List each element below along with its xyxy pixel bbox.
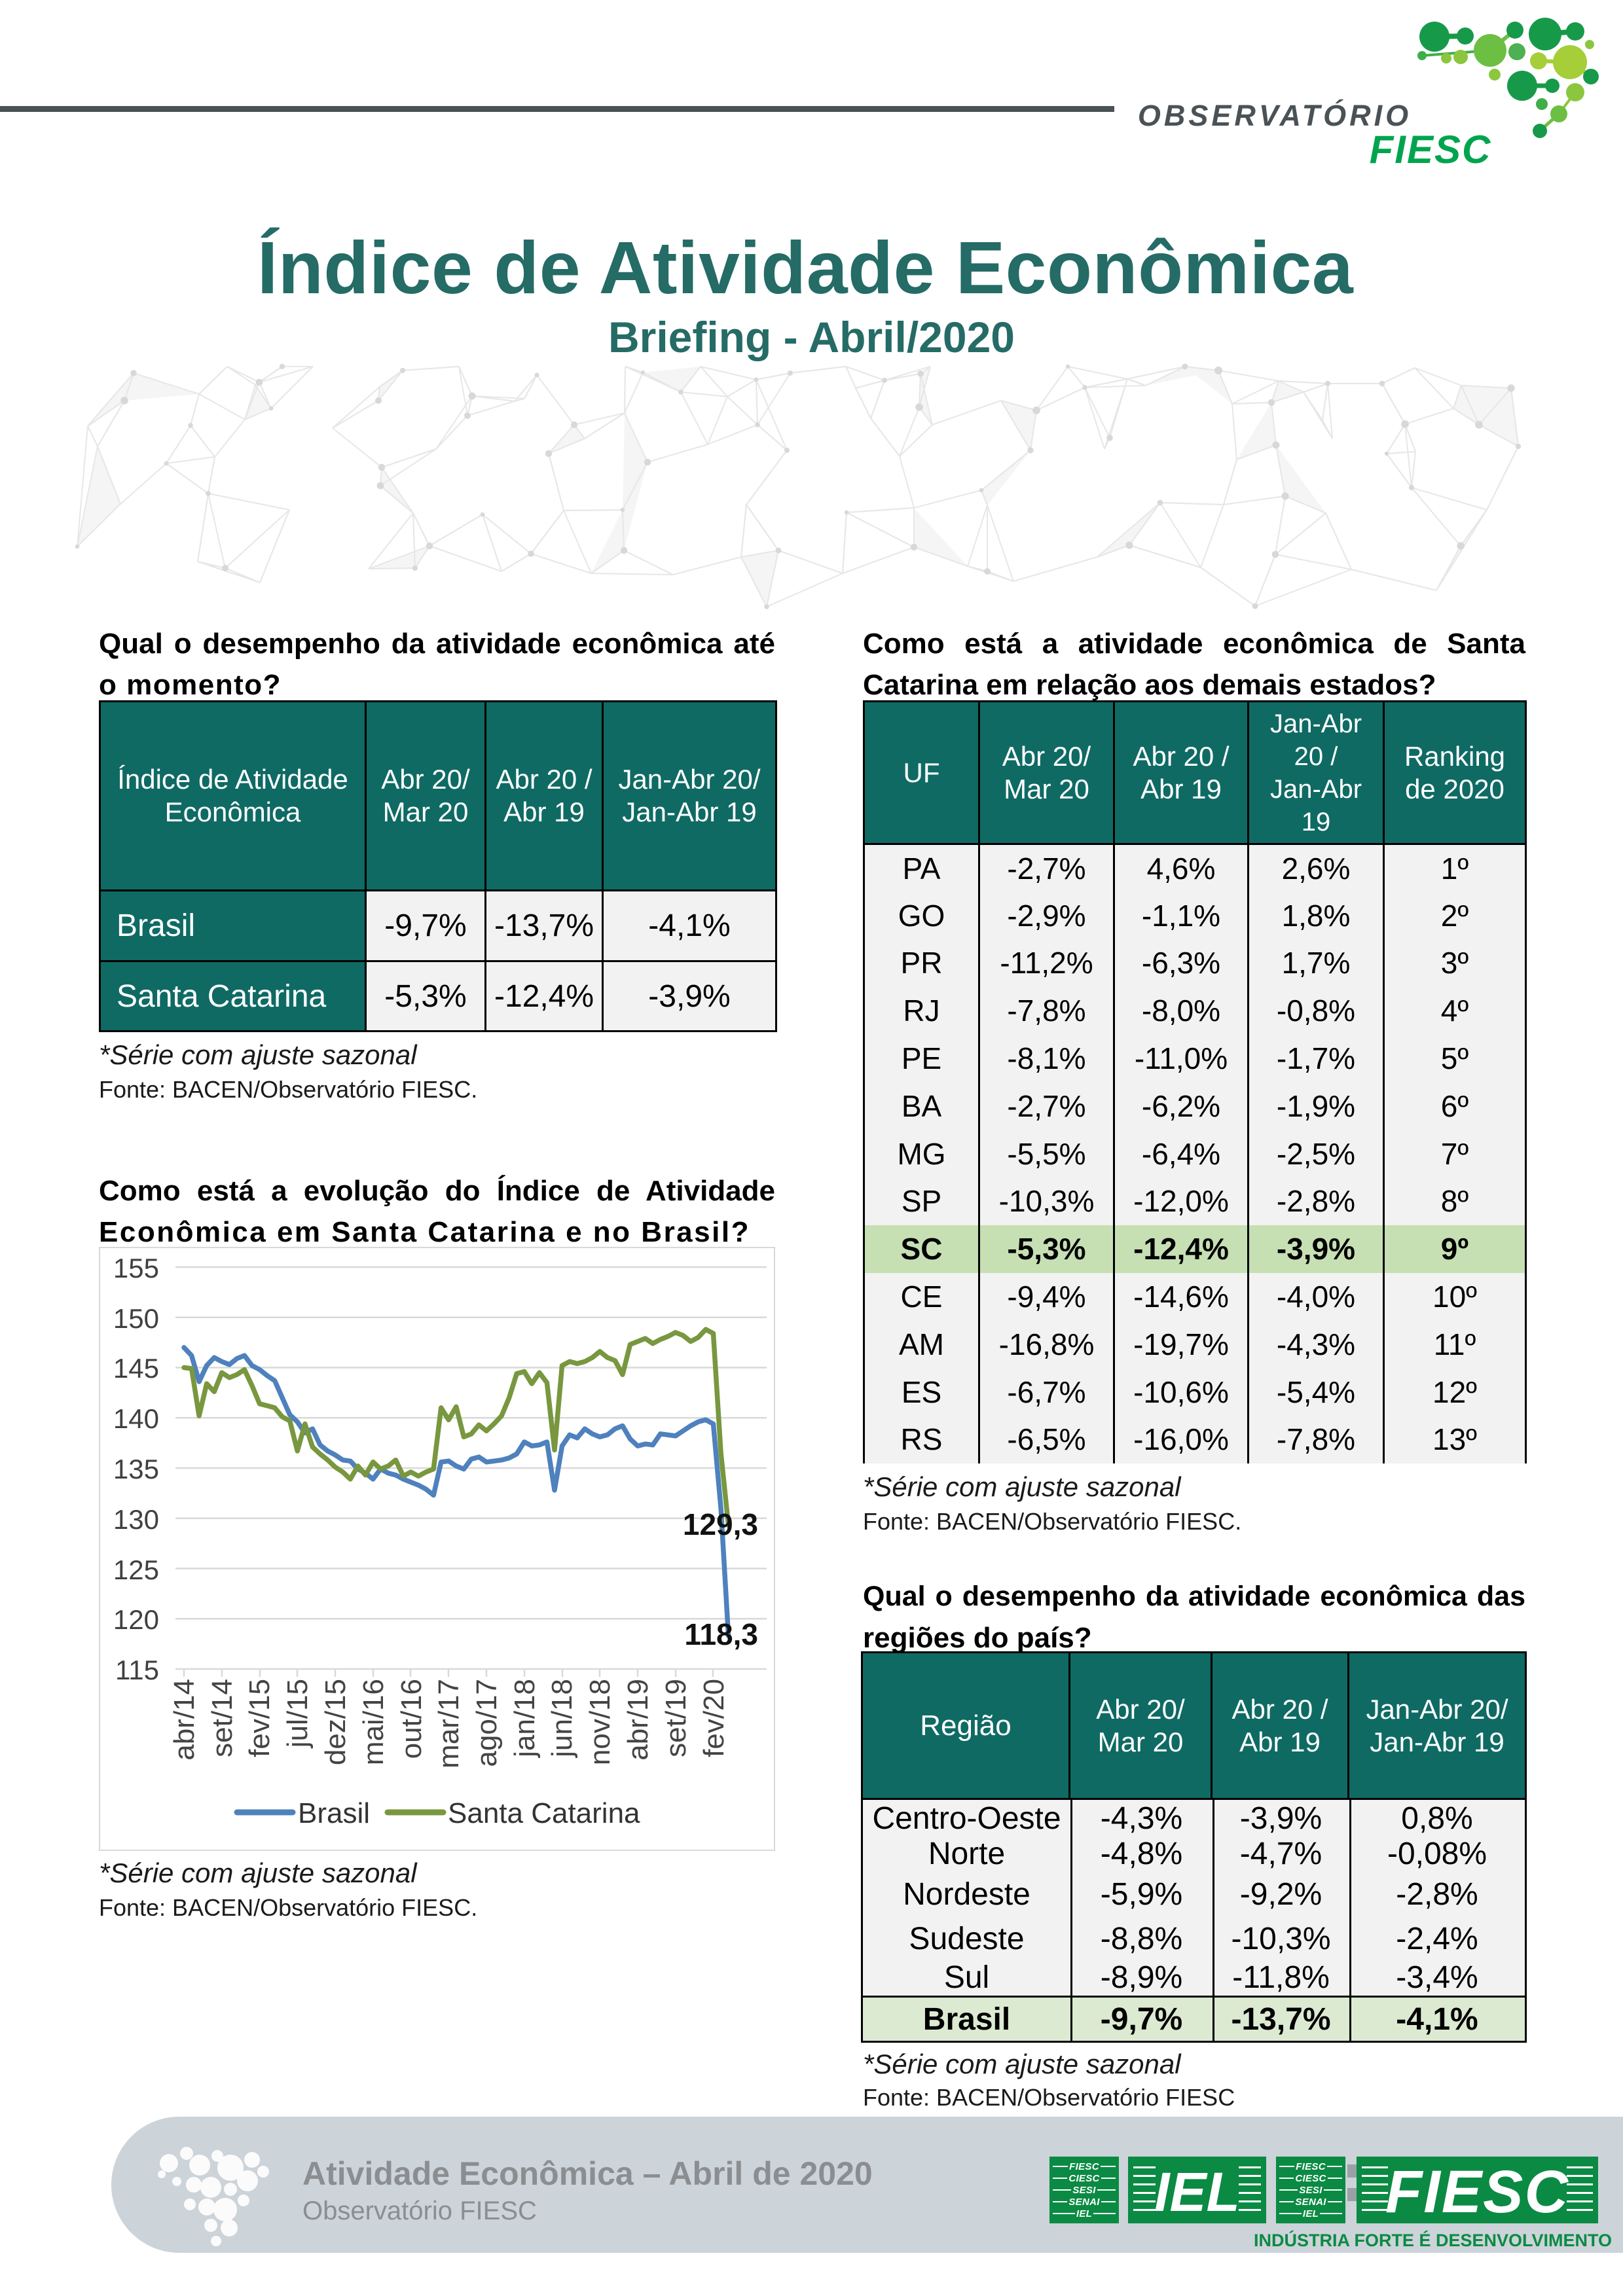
svg-text:Santa Catarina: Santa Catarina [448,1797,640,1829]
svg-text:118,3: 118,3 [684,1617,758,1651]
svg-text:fev/20: fev/20 [698,1679,730,1757]
svg-text:115: 115 [115,1655,159,1685]
svg-text:set/19: set/19 [660,1679,692,1757]
svg-text:155: 155 [113,1253,159,1283]
svg-text:abr/19: abr/19 [622,1679,654,1761]
svg-text:out/16: out/16 [395,1679,428,1759]
svg-text:125: 125 [113,1554,159,1585]
svg-text:jan/18: jan/18 [509,1679,541,1759]
svg-text:Brasil: Brasil [298,1797,370,1829]
svg-text:mai/16: mai/16 [357,1679,390,1765]
svg-text:135: 135 [113,1454,159,1484]
svg-text:150: 150 [113,1303,159,1334]
svg-text:nov/18: nov/18 [584,1679,616,1765]
svg-text:145: 145 [113,1353,159,1384]
svg-text:130: 130 [113,1504,159,1535]
svg-text:abr/14: abr/14 [168,1679,200,1761]
svg-text:ago/17: ago/17 [471,1679,503,1767]
svg-text:fev/15: fev/15 [244,1679,276,1757]
svg-text:jul/15: jul/15 [282,1679,314,1749]
svg-text:jun/18: jun/18 [546,1679,578,1759]
svg-text:120: 120 [113,1604,159,1635]
svg-text:129,3: 129,3 [683,1507,758,1541]
svg-text:140: 140 [113,1403,159,1434]
svg-text:mar/17: mar/17 [433,1679,465,1768]
svg-text:dez/15: dez/15 [319,1679,352,1765]
svg-text:set/14: set/14 [206,1679,238,1757]
